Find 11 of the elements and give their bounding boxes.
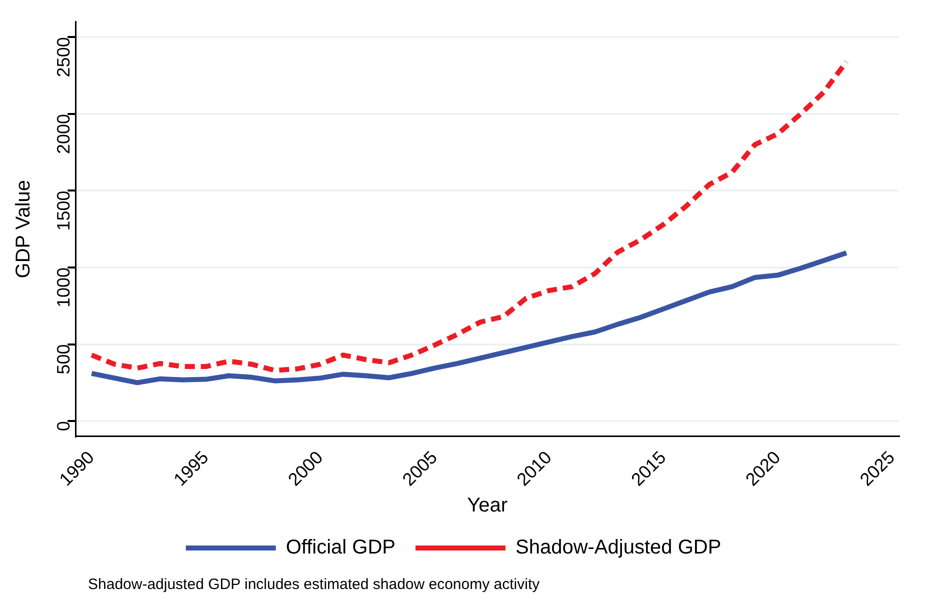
x-axis-title: Year: [467, 494, 508, 517]
y-tick-label: 2000: [54, 114, 74, 154]
y-tick-label: 0: [54, 421, 74, 432]
y-tick-label: 1500: [54, 190, 74, 231]
legend-label: Official GDP: [286, 536, 396, 559]
y-tick-label: 500: [54, 344, 74, 374]
y-axis-title: GDP Value: [12, 180, 35, 278]
text: Shadow-adjusted GDP includes estimated shadow economy activity: [88, 576, 541, 593]
legend-label: Shadow-Adjusted GDP: [515, 536, 722, 559]
y-tick-label: 2500: [54, 37, 74, 78]
y-tick-label: 1000: [54, 267, 74, 308]
